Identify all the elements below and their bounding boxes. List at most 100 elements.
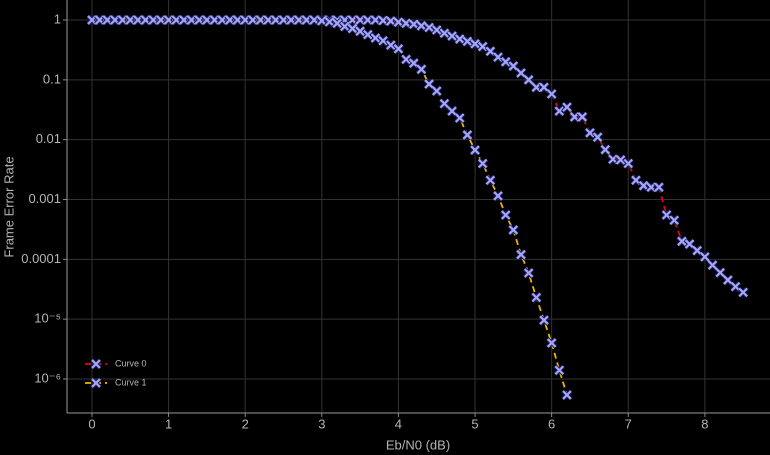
marker-stroke — [347, 23, 358, 34]
marker-stroke — [516, 249, 526, 260]
marker-stroke — [363, 29, 373, 40]
marker-stroke — [416, 64, 427, 75]
marker-stroke — [539, 315, 549, 325]
marker-stroke — [424, 79, 434, 89]
marker — [691, 245, 703, 257]
y-axis-label: Frame Error Rate — [1, 156, 16, 257]
marker — [354, 25, 366, 37]
marker-stroke — [700, 252, 710, 262]
marker — [477, 157, 489, 169]
marker-stroke — [416, 21, 427, 31]
marker-stroke — [600, 144, 611, 155]
marker — [500, 209, 512, 221]
marker — [546, 337, 558, 349]
marker-stroke — [546, 89, 557, 99]
marker-stroke — [401, 54, 411, 65]
marker — [699, 251, 711, 263]
marker — [446, 30, 458, 42]
marker — [316, 15, 328, 27]
marker — [507, 224, 519, 236]
marker — [469, 144, 481, 156]
marker — [431, 24, 443, 36]
marker — [714, 267, 726, 279]
legend-label: Curve 0 — [115, 358, 147, 368]
y-tick-label: 0.001 — [28, 191, 61, 206]
marker-stroke — [485, 175, 496, 185]
x-tick-label: 6 — [548, 416, 555, 431]
x-axis-label: Eb/N0 (dB) — [386, 437, 450, 452]
marker — [507, 60, 519, 72]
marker — [385, 15, 397, 27]
marker — [362, 29, 374, 41]
marker — [392, 43, 404, 55]
marker — [515, 249, 527, 261]
marker — [461, 129, 473, 141]
marker-stroke — [324, 17, 335, 27]
series-markers — [86, 14, 573, 401]
legend-marker — [90, 377, 102, 389]
x-tick-label: 3 — [318, 416, 325, 431]
x-tick-label: 0 — [88, 416, 95, 431]
marker — [431, 85, 443, 97]
marker — [730, 281, 742, 293]
marker-stroke — [523, 75, 534, 85]
marker — [523, 74, 535, 86]
marker — [553, 105, 565, 117]
marker — [400, 17, 412, 29]
marker-stroke — [500, 210, 511, 220]
marker-stroke — [730, 281, 741, 292]
marker — [484, 45, 496, 57]
marker-stroke — [309, 15, 319, 25]
marker-stroke — [677, 236, 687, 247]
marker-stroke — [431, 25, 442, 35]
x-tick-label: 7 — [625, 416, 632, 431]
marker — [668, 214, 680, 226]
marker — [584, 127, 596, 139]
y-tick-label: 0.0001 — [21, 251, 61, 266]
marker — [408, 18, 420, 30]
marker-stroke — [470, 39, 480, 49]
marker-stroke — [317, 16, 327, 26]
marker — [500, 56, 512, 68]
marker — [438, 27, 450, 39]
marker-stroke — [385, 16, 396, 26]
marker-stroke — [654, 182, 664, 193]
marker — [323, 16, 335, 28]
marker-stroke — [539, 82, 549, 93]
marker-stroke — [500, 57, 511, 67]
marker-stroke — [615, 155, 626, 165]
marker-stroke — [355, 26, 365, 36]
marker — [515, 67, 527, 79]
marker — [684, 238, 696, 250]
marker-stroke — [470, 145, 480, 155]
marker-stroke — [370, 33, 381, 43]
marker-stroke — [493, 191, 503, 201]
marker-stroke — [408, 19, 419, 30]
marker-stroke — [669, 215, 680, 226]
series-markers — [86, 14, 749, 298]
marker-stroke — [447, 31, 457, 41]
marker-stroke — [91, 378, 101, 388]
x-tick-label: 1 — [165, 416, 172, 431]
marker-stroke — [401, 18, 411, 29]
marker — [377, 35, 389, 47]
marker — [461, 35, 473, 47]
marker-stroke — [623, 158, 634, 169]
marker-stroke — [393, 17, 404, 27]
marker-stroke — [385, 40, 396, 50]
marker-stroke — [378, 35, 388, 46]
marker-stroke — [485, 46, 496, 57]
marker — [423, 21, 435, 33]
y-tick-label: 10⁻⁵ — [34, 311, 61, 326]
marker — [653, 181, 665, 193]
marker-stroke — [585, 128, 595, 138]
marker-stroke — [454, 113, 465, 123]
marker-stroke — [562, 390, 572, 400]
marker — [599, 144, 611, 156]
marker-stroke — [454, 34, 465, 44]
marker-stroke — [592, 132, 603, 142]
marker — [676, 235, 688, 247]
marker — [530, 292, 542, 303]
marker-stroke — [707, 260, 718, 270]
marker — [538, 81, 550, 93]
